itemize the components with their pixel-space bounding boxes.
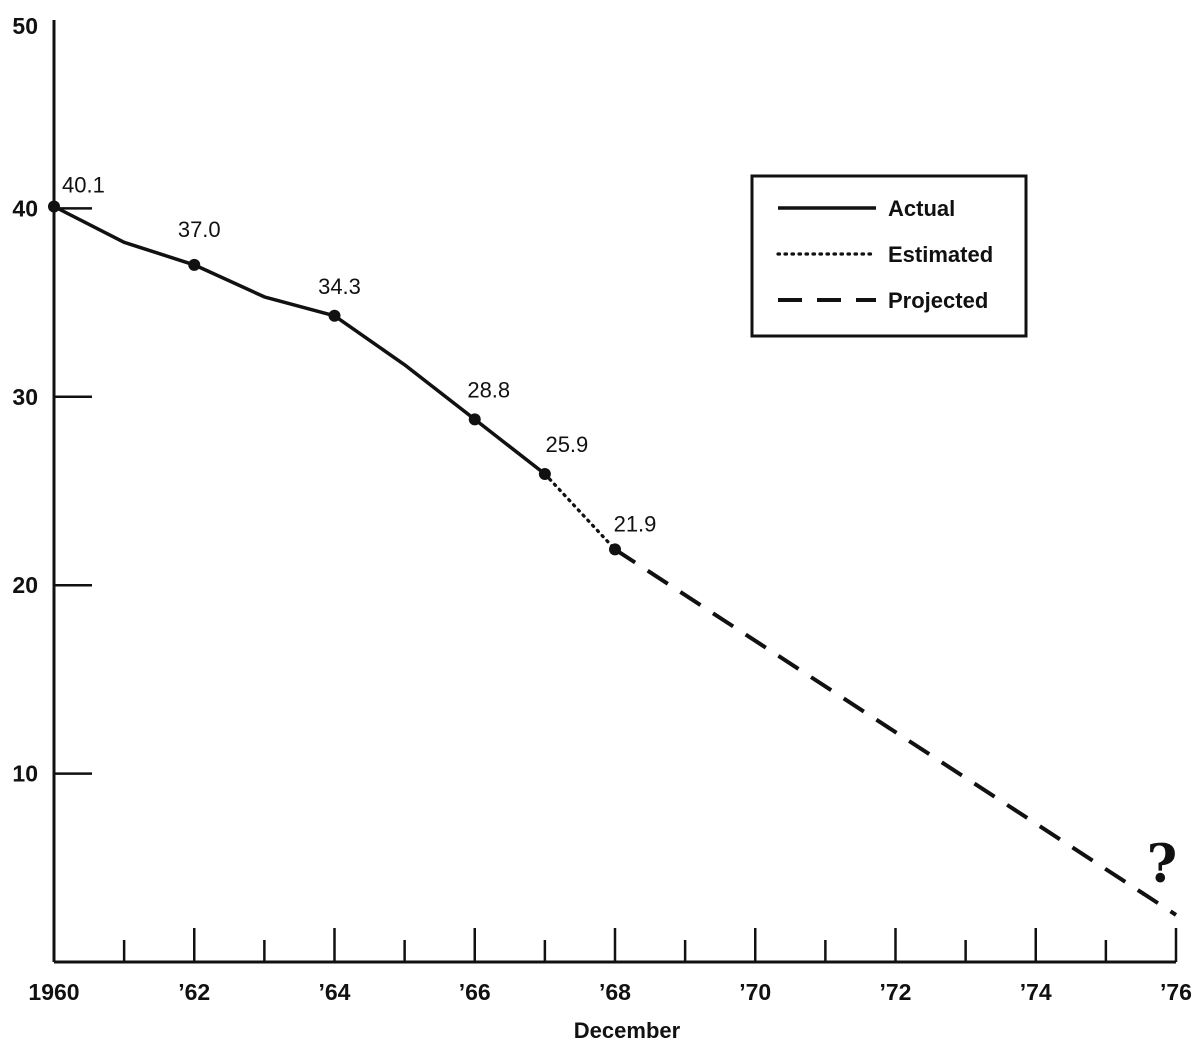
data-label-1964: 34.3 [318,274,361,299]
y-tick-label-30: 30 [12,384,38,410]
series-lines [53,204,1178,917]
data-markers: 40.1 37.0 34.3 28.8 25.9 21.9 [48,173,656,556]
data-point-1964 [328,309,341,322]
data-point-1967 [538,468,551,481]
legend-label-projected: Projected [888,288,988,313]
y-tick-label-40: 40 [12,195,38,221]
series-actual-line [53,204,546,476]
data-label-1960: 40.1 [62,173,105,198]
x-tick-label-1962: ’62 [178,979,210,1005]
x-tick-label-1968: ’68 [599,979,631,1005]
data-point-1966 [468,413,481,426]
x-axis-title: December [574,1018,681,1043]
data-label-1962: 37.0 [178,217,221,242]
data-label-1966: 28.8 [467,377,510,402]
series-projected-line [613,547,1178,917]
legend-label-estimated: Estimated [888,242,993,267]
question-mark-annotation: ? [1147,834,1177,895]
y-tick-label-10: 10 [12,761,38,787]
y-tick-label-50: 50 [12,13,38,39]
axes [52,20,1176,964]
series-estimated-line [543,472,617,551]
x-tick-label-1972: ’72 [880,979,912,1005]
x-tick-label-1976: ’76 [1160,979,1192,1005]
x-ticks: 1960 ’62 ’64 ’66 ’68 ’70 ’72 ’74 ’76 [28,928,1192,1005]
x-tick-label-1966: ’66 [459,979,491,1005]
x-tick-label-1960: 1960 [28,979,79,1005]
data-point-1968 [609,543,621,556]
legend: Actual Estimated Projected [750,174,1028,338]
legend-label-actual: Actual [888,196,955,221]
x-tick-label-1970: ’70 [739,979,771,1005]
data-label-1967: 25.9 [545,432,588,457]
y-ticks: 10 20 30 40 50 [12,13,92,787]
data-label-1968: 21.9 [614,511,657,536]
y-tick-label-20: 20 [12,572,38,598]
x-tick-label-1974: ’74 [1020,979,1052,1005]
legend-box [750,174,1028,338]
x-tick-label-1964: ’64 [319,979,351,1005]
data-point-1960 [48,200,60,213]
annotations: ? [1147,834,1177,895]
data-point-1962 [188,258,201,271]
